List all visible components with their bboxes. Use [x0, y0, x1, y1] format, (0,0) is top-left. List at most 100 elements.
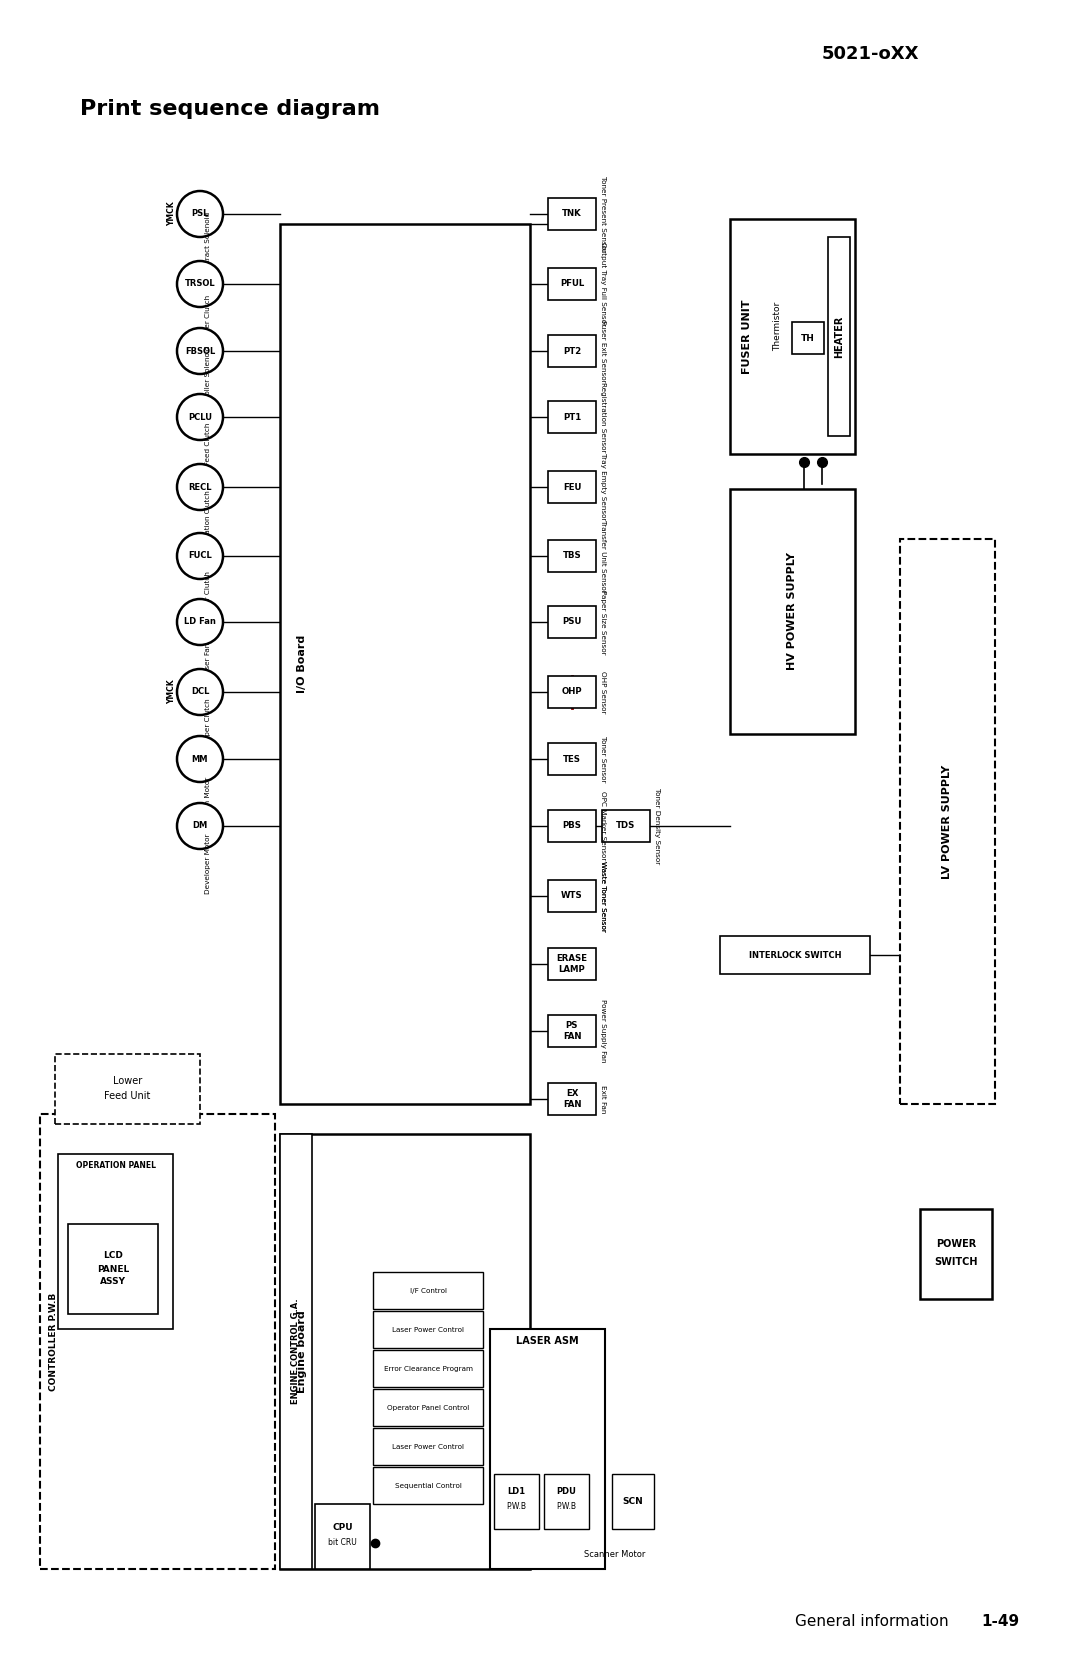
Text: DM: DM [192, 821, 207, 831]
Text: TH: TH [801, 334, 815, 344]
Text: Cleaning Roller Solenoid: Cleaning Roller Solenoid [205, 345, 211, 432]
Text: FUCL: FUCL [188, 551, 212, 561]
Text: POWER: POWER [936, 1238, 976, 1248]
FancyBboxPatch shape [544, 1474, 589, 1529]
Text: LCD: LCD [103, 1252, 123, 1260]
Text: P.W.B: P.W.B [556, 1502, 577, 1510]
Text: EX
FAN: EX FAN [563, 1090, 581, 1108]
FancyBboxPatch shape [280, 224, 530, 1103]
Text: Toner Present Sensor: Toner Present Sensor [600, 175, 606, 252]
Text: Registration Sensor: Registration Sensor [600, 382, 606, 452]
Text: HEATER: HEATER [834, 315, 843, 357]
Text: PDU: PDU [556, 1487, 577, 1495]
FancyBboxPatch shape [548, 541, 596, 572]
FancyBboxPatch shape [280, 1133, 312, 1569]
Text: Fuser Exit Sensor: Fuser Exit Sensor [600, 320, 606, 382]
Text: WTS: WTS [562, 891, 583, 901]
Text: OPC Marker Sensor: OPC Marker Sensor [600, 791, 606, 861]
Text: Paper Feed Clutch: Paper Feed Clutch [205, 422, 211, 487]
Circle shape [177, 260, 222, 307]
Text: Waste Toner Sensor: Waste Toner Sensor [600, 861, 606, 931]
Text: YMCK: YMCK [167, 679, 176, 704]
Text: Main Motor: Main Motor [205, 776, 211, 818]
FancyBboxPatch shape [900, 539, 995, 1103]
FancyBboxPatch shape [373, 1389, 483, 1425]
Text: Transfer Unit Sensor: Transfer Unit Sensor [600, 519, 606, 592]
Text: Sequential Control: Sequential Control [394, 1482, 461, 1489]
Circle shape [177, 464, 222, 511]
Text: General information: General information [795, 1614, 954, 1629]
Text: FUSER UNIT: FUSER UNIT [742, 299, 752, 374]
Text: P.W.B: P.W.B [507, 1502, 527, 1510]
FancyBboxPatch shape [55, 1055, 200, 1123]
Circle shape [177, 669, 222, 714]
Text: Engine board: Engine board [297, 1310, 307, 1394]
Text: LD Fan: LD Fan [184, 618, 216, 626]
FancyBboxPatch shape [373, 1467, 483, 1504]
Text: PT2: PT2 [563, 347, 581, 355]
FancyBboxPatch shape [730, 489, 855, 734]
FancyBboxPatch shape [280, 1133, 530, 1569]
FancyBboxPatch shape [373, 1272, 483, 1308]
Text: LD1: LD1 [508, 1487, 526, 1495]
FancyBboxPatch shape [548, 199, 596, 230]
Text: TES: TES [563, 754, 581, 763]
FancyBboxPatch shape [920, 1208, 993, 1298]
Text: CPU: CPU [333, 1524, 353, 1532]
Text: OPERATION PANEL: OPERATION PANEL [76, 1162, 156, 1170]
Text: CONTROLLER P.W.B: CONTROLLER P.W.B [50, 1292, 58, 1390]
Text: TDS: TDS [617, 821, 636, 831]
Text: OHP: OHP [562, 688, 582, 696]
Text: PSL: PSL [191, 210, 208, 219]
Circle shape [177, 599, 222, 644]
FancyBboxPatch shape [58, 1153, 173, 1329]
Text: Toner Retract Solenoid: Toner Retract Solenoid [205, 212, 211, 292]
Text: Toner Density Sensor: Toner Density Sensor [654, 788, 660, 865]
FancyBboxPatch shape [40, 1113, 275, 1569]
Text: Toner Sensor: Toner Sensor [600, 736, 606, 783]
FancyBboxPatch shape [730, 219, 855, 454]
FancyBboxPatch shape [548, 401, 596, 432]
Text: PSU: PSU [563, 618, 582, 626]
FancyBboxPatch shape [548, 1015, 596, 1046]
FancyBboxPatch shape [612, 1474, 654, 1529]
Text: LASER ASM: LASER ASM [516, 1335, 579, 1345]
Circle shape [177, 190, 222, 237]
Text: Lower: Lower [113, 1077, 143, 1087]
Text: Thermistor: Thermistor [773, 302, 783, 350]
Text: PT1: PT1 [563, 412, 581, 422]
Text: Transfer Clutch: Transfer Clutch [205, 295, 211, 349]
Text: INTERLOCK SWITCH: INTERLOCK SWITCH [748, 951, 841, 960]
Text: ERASE
LAMP: ERASE LAMP [556, 955, 588, 973]
Circle shape [177, 394, 222, 441]
Text: bit CRU: bit CRU [328, 1539, 356, 1547]
FancyBboxPatch shape [602, 809, 650, 841]
Text: Registration Clutch: Registration Clutch [205, 491, 211, 559]
Text: Fuser Clutch: Fuser Clutch [205, 571, 211, 616]
Text: PS
FAN: PS FAN [563, 1021, 581, 1041]
FancyBboxPatch shape [490, 1329, 605, 1569]
Text: Error Clearance Program: Error Clearance Program [383, 1365, 473, 1372]
Text: Exit Fan: Exit Fan [600, 1085, 606, 1113]
Text: TRSOL: TRSOL [185, 279, 215, 289]
Text: Power Supply Fan: Power Supply Fan [600, 1000, 606, 1063]
Text: Laser Power Control: Laser Power Control [392, 1444, 464, 1449]
Text: PBS: PBS [563, 821, 581, 831]
FancyBboxPatch shape [373, 1429, 483, 1465]
Text: SWITCH: SWITCH [934, 1257, 977, 1267]
Text: ENGINE CONTROL G.A.: ENGINE CONTROL G.A. [292, 1298, 300, 1404]
FancyBboxPatch shape [548, 809, 596, 841]
FancyBboxPatch shape [548, 743, 596, 774]
Text: Developer Motor: Developer Motor [205, 834, 211, 895]
Circle shape [177, 736, 222, 783]
Text: Laser Power Control: Laser Power Control [392, 1327, 464, 1332]
FancyBboxPatch shape [548, 676, 596, 708]
Circle shape [177, 532, 222, 579]
Text: HV POWER SUPPLY: HV POWER SUPPLY [787, 552, 797, 671]
Text: Scanner Motor: Scanner Motor [584, 1549, 646, 1559]
Text: Feed Unit: Feed Unit [105, 1092, 151, 1102]
Text: Paper Size Sensor: Paper Size Sensor [600, 589, 606, 654]
FancyBboxPatch shape [373, 1312, 483, 1349]
Text: DCL: DCL [191, 688, 210, 696]
Text: Tray Empty Sensor: Tray Empty Sensor [600, 454, 606, 521]
